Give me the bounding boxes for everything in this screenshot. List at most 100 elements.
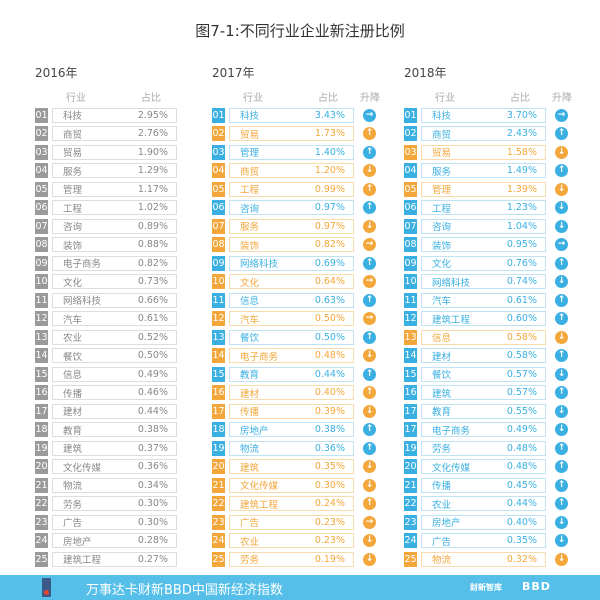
industry-cell: 餐饮 0.50% — [229, 329, 354, 345]
industry-name: 传播 — [63, 388, 83, 400]
industry-name: 农业 — [240, 536, 260, 548]
share-value: 0.46% — [137, 387, 168, 399]
share-value: 0.30% — [137, 498, 168, 510]
rank-badge: 24 — [404, 533, 417, 549]
share-value: 1.20% — [314, 165, 345, 177]
industry-cell: 劳务 0.48% — [421, 440, 546, 456]
industry-name: 贸易 — [63, 148, 83, 160]
share-value: 0.57% — [506, 368, 537, 380]
industry-cell: 建筑 0.35% — [229, 459, 354, 475]
table-row: 18 房地产 0.38% ↑ — [212, 421, 376, 440]
rank-badge: 08 — [212, 237, 225, 253]
rank-badge: 06 — [212, 200, 225, 216]
table-row: 21 传播 0.45% ↑ — [404, 476, 568, 495]
rank-badge: 04 — [404, 163, 417, 179]
table-row: 17 传播 0.39% ↓ — [212, 402, 376, 421]
table-row: 07 咨询 1.04% ↓ — [404, 217, 568, 236]
share-value: 0.48% — [506, 442, 537, 454]
share-value: 1.73% — [314, 128, 345, 140]
rank-badge: 21 — [35, 477, 48, 493]
share-value: 0.61% — [137, 313, 168, 325]
up-arrow-icon: ↑ — [363, 423, 376, 437]
industry-name: 建筑工程 — [432, 314, 471, 326]
industry-cell: 餐饮 0.57% — [421, 366, 546, 382]
share-value: 0.74% — [506, 276, 537, 288]
rank-badge: 13 — [35, 329, 48, 345]
rank-badge: 04 — [212, 163, 225, 179]
industry-name: 农业 — [432, 499, 452, 511]
share-value: 2.76% — [137, 128, 168, 140]
industry-cell: 广告 0.30% — [52, 514, 177, 530]
industry-cell: 文化传媒 0.48% — [421, 459, 546, 475]
share-value: 0.50% — [137, 350, 168, 362]
share-value: 0.37% — [137, 442, 168, 454]
table-row: 10 文化 0.73% — [35, 273, 177, 292]
share-value: 0.82% — [314, 239, 345, 251]
industry-name: 汽车 — [63, 314, 83, 326]
rank-badge: 11 — [212, 292, 225, 308]
industry-cell: 房地产 0.40% — [421, 514, 546, 530]
down-arrow-icon: ↓ — [363, 219, 376, 233]
industry-name: 餐饮 — [63, 351, 83, 363]
industry-cell: 劳务 0.19% — [229, 551, 354, 567]
table-row: 05 工程 0.99% ↑ — [212, 180, 376, 199]
up-arrow-icon: ↑ — [555, 293, 568, 307]
industry-cell: 物流 0.32% — [421, 551, 546, 567]
industry-name: 物流 — [240, 444, 260, 456]
table-row: 10 文化 0.64% → — [212, 273, 376, 292]
industry-name: 教育 — [432, 407, 452, 419]
table-row: 21 物流 0.34% — [35, 476, 177, 495]
industry-name: 商贸 — [63, 129, 83, 141]
right-arrow-icon: → — [363, 238, 376, 252]
industry-name: 文化 — [432, 259, 452, 271]
rank-badge: 03 — [212, 144, 225, 160]
up-arrow-icon: ↑ — [555, 349, 568, 363]
share-value: 0.36% — [314, 442, 345, 454]
up-arrow-icon: ↑ — [555, 164, 568, 178]
table-row: 16 传播 0.46% — [35, 384, 177, 403]
table-row: 19 劳务 0.48% ↑ — [404, 439, 568, 458]
rank-badge: 11 — [404, 292, 417, 308]
rank-badge: 06 — [35, 200, 48, 216]
down-arrow-icon: ↓ — [555, 423, 568, 437]
industry-cell: 汽车 0.61% — [421, 292, 546, 308]
industry-name: 农业 — [63, 333, 83, 345]
share-value: 0.58% — [506, 331, 537, 343]
industry-cell: 管理 1.40% — [229, 144, 354, 160]
table-row: 02 贸易 1.73% ↑ — [212, 125, 376, 144]
industry-cell: 电子商务 0.48% — [229, 348, 354, 364]
industry-name: 建材 — [63, 407, 83, 419]
industry-cell: 文化传媒 0.36% — [52, 459, 177, 475]
share-value: 0.32% — [506, 553, 537, 565]
up-arrow-icon: ↑ — [363, 256, 376, 270]
rank-badge: 23 — [35, 514, 48, 530]
rank-badge: 01 — [404, 107, 417, 123]
share-value: 0.40% — [506, 516, 537, 528]
industry-cell: 教育 0.38% — [52, 422, 177, 438]
table-row: 25 物流 0.32% ↓ — [404, 550, 568, 569]
share-value: 0.38% — [314, 424, 345, 436]
industry-name: 建筑工程 — [240, 499, 279, 511]
table-row: 07 服务 0.97% ↓ — [212, 217, 376, 236]
industry-name: 教育 — [63, 425, 83, 437]
rank-badge: 13 — [212, 329, 225, 345]
down-arrow-icon: ↓ — [555, 201, 568, 215]
down-arrow-icon: ↓ — [363, 552, 376, 566]
rank-badge: 12 — [404, 311, 417, 327]
rank-badge: 06 — [404, 200, 417, 216]
up-arrow-icon: ↑ — [363, 145, 376, 159]
down-arrow-icon: ↓ — [555, 219, 568, 233]
share-value: 1.58% — [506, 146, 537, 158]
table-row: 16 建材 0.40% ↑ — [212, 384, 376, 403]
table-row: 03 贸易 1.90% — [35, 143, 177, 162]
industry-cell: 管理 1.39% — [421, 181, 546, 197]
share-value: 1.90% — [137, 146, 168, 158]
rank-badge: 15 — [212, 366, 225, 382]
right-arrow-icon: → — [555, 108, 568, 122]
rank-badge: 20 — [35, 459, 48, 475]
table-row: 11 汽车 0.61% ↑ — [404, 291, 568, 310]
rank-badge: 01 — [212, 107, 225, 123]
share-value: 0.30% — [137, 516, 168, 528]
down-arrow-icon: ↓ — [555, 145, 568, 159]
table-row: 03 贸易 1.58% ↓ — [404, 143, 568, 162]
